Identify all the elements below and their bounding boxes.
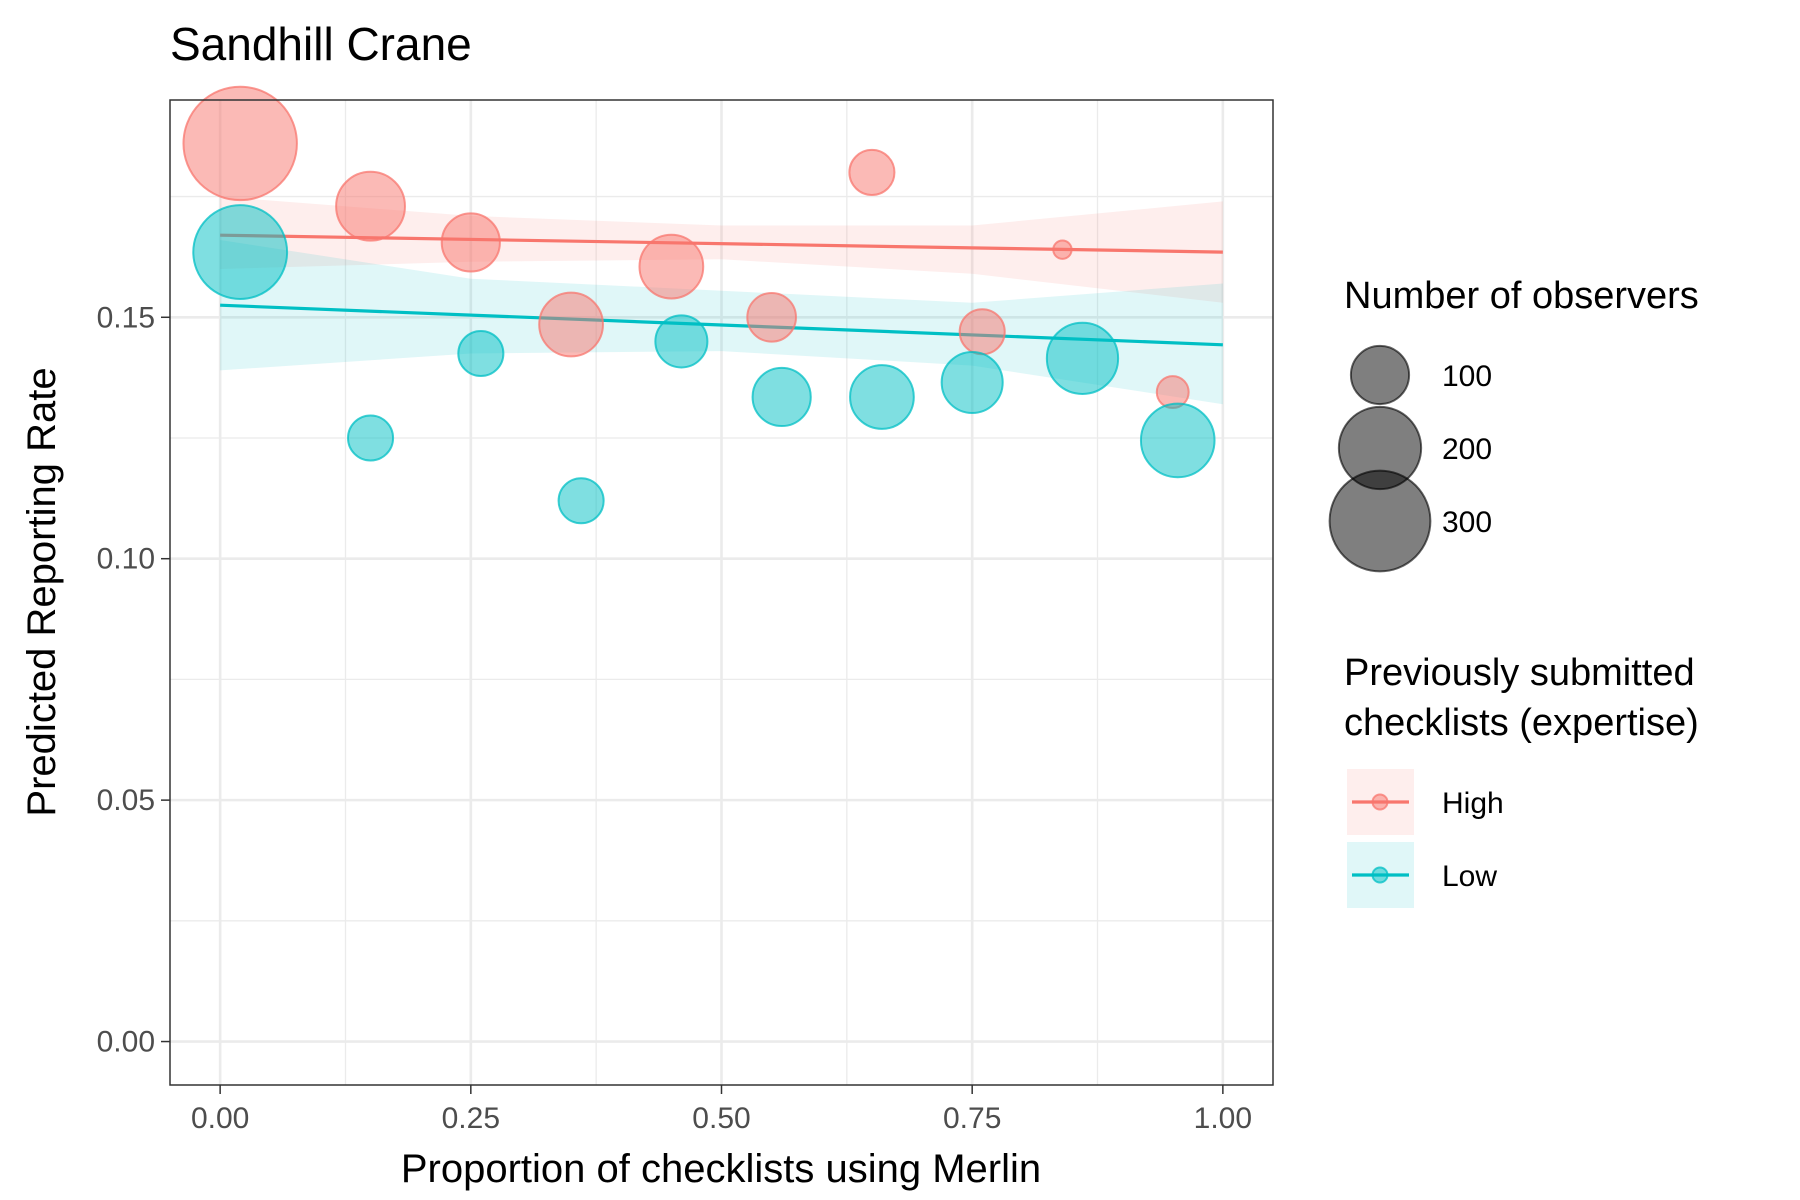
data-point-high [746,291,797,343]
data-point-low [192,204,289,301]
x-axis-title: Proportion of checklists using Merlin [401,1147,1041,1191]
y-tick-label: 0.00 [97,1026,155,1059]
data-point-high [182,85,298,202]
size-legend-label: 100 [1442,360,1492,393]
data-point-low [654,314,709,369]
x-tick-label: 0.00 [191,1102,249,1135]
color-legend-label: Low [1442,860,1497,893]
data-point-low [751,366,812,428]
color-legend-key-point [1371,793,1389,811]
data-point-high [440,212,501,273]
data-point-low [1045,321,1120,395]
data-point-low [457,329,505,378]
color-legend-title-line-2: checklists (expertise) [1344,702,1699,744]
size-legend-label: 300 [1442,506,1492,539]
color-legend: Previously submitted checklists (experti… [1344,652,1699,908]
x-tick-label: 0.75 [943,1102,1001,1135]
data-point-low [940,350,1004,414]
data-point-high [848,148,896,196]
x-tick-label: 0.25 [442,1102,500,1135]
data-point-high [638,233,705,300]
data-point-low [1139,402,1216,479]
x-tick-label: 0.50 [692,1102,750,1135]
y-axis-title: Predicted Reporting Rate [20,367,64,816]
data-point-low [557,477,605,525]
size-legend-key [1328,469,1432,573]
y-tick-label: 0.10 [97,543,155,576]
x-tick-label: 1.00 [1194,1102,1252,1135]
data-point-high [335,170,406,242]
color-legend-keys: High Low [1347,769,1504,908]
data-point-high [958,308,1006,356]
color-legend-label: High [1442,787,1504,820]
axes: 0.00 0.25 0.50 0.75 1.00 0.00 0.05 0.10 0.15 [97,301,1252,1135]
chart-title: Sandhill Crane [170,18,472,70]
y-tick-label: 0.15 [97,301,155,334]
size-legend-label: 200 [1442,433,1492,466]
size-legend-title: Number of observers [1344,275,1699,317]
data-point-high [1052,239,1073,260]
data-point-low [849,364,915,430]
color-legend-key-point [1371,866,1389,884]
size-legend: Number of observers 100 200 300 [1328,275,1699,573]
size-legend-key [1349,344,1411,406]
size-legend-keys: 100 200 300 [1328,344,1492,573]
color-legend-title-line-1: Previously submitted [1344,652,1695,694]
data-point-high [538,291,604,358]
data-point-low [347,414,395,462]
data-points [182,85,1216,525]
y-tick-label: 0.05 [97,784,155,817]
